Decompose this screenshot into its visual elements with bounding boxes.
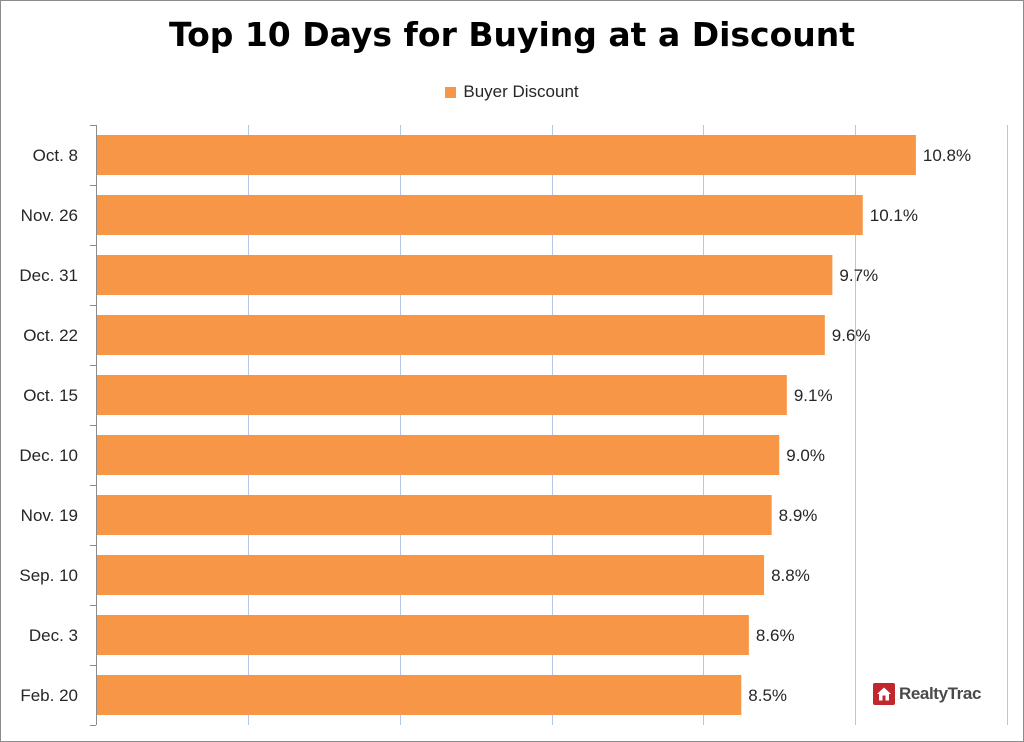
category-label-8: Dec. 3 [29,626,78,645]
legend-swatch [445,86,457,98]
data-label-2: 9.7% [839,266,878,285]
bar-5 [97,435,780,475]
data-label-7: 8.8% [771,566,810,585]
data-labels: 10.8% 10.1% 9.7% 9.6% 9.1% 9.0% 8.9% 8.8% 8.6% 8.… [748,146,971,705]
bar-2 [97,255,833,295]
bar-4 [97,375,787,415]
chart-legend: Buyer Discount [1,82,1023,102]
category-label-5: Dec. 10 [19,446,78,465]
category-labels: Oct. 8 Nov. 26 Dec. 31 Oct. 22 Oct. 15 Dec. 1… [19,146,78,705]
bar-8 [97,615,749,655]
category-label-7: Sep. 10 [19,566,78,585]
category-label-1: Nov. 26 [21,206,78,225]
category-label-3: Oct. 22 [23,326,78,345]
category-label-0: Oct. 8 [33,146,78,165]
bar-0 [97,135,916,175]
data-label-3: 9.6% [832,326,871,345]
bar-6 [97,495,772,535]
data-label-5: 9.0% [786,446,825,465]
bar-7 [97,555,765,595]
category-label-2: Dec. 31 [19,266,78,285]
data-label-8: 8.6% [756,626,795,645]
bar-3 [97,315,825,355]
logo-text: RealtyTrac [899,684,981,703]
data-label-1: 10.1% [870,206,918,225]
category-label-9: Feb. 20 [20,686,78,705]
house-icon [873,683,895,705]
legend-label: Buyer Discount [463,82,579,101]
data-label-9: 8.5% [748,686,787,705]
realtytrac-logo: RealtyTrac [873,683,981,705]
category-label-6: Nov. 19 [21,506,78,525]
bar-9 [97,675,742,715]
bars [97,135,916,715]
bar-1 [97,195,863,235]
data-label-0: 10.8% [923,146,971,165]
data-label-6: 8.9% [779,506,818,525]
category-label-4: Oct. 15 [23,386,78,405]
data-label-4: 9.1% [794,386,833,405]
chart-title: Top 10 Days for Buying at a Discount [168,15,856,54]
